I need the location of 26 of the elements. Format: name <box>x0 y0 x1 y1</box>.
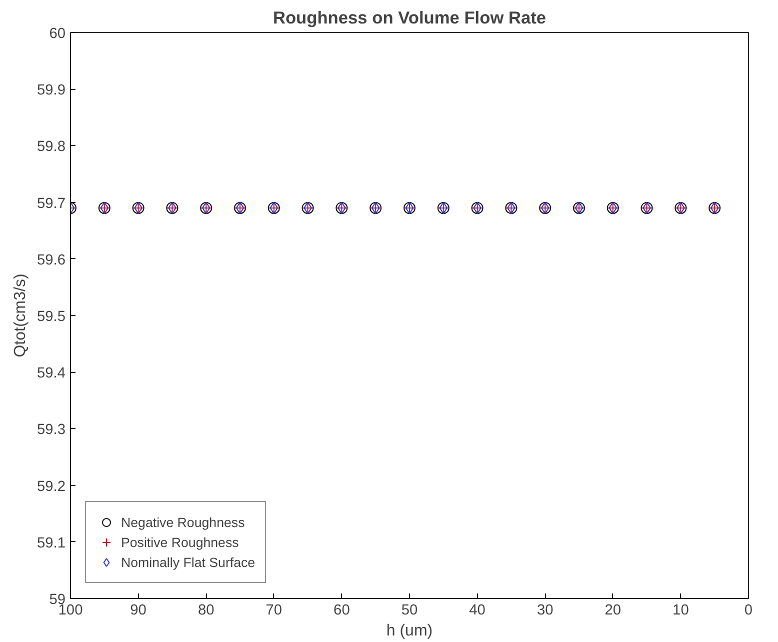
y-tick-label: 59.3 <box>36 422 66 438</box>
y-axis-title: Qtot(cm3/s) <box>12 274 29 358</box>
y-tick-label: 60 <box>49 26 66 42</box>
y-tick-label: 59.6 <box>36 252 66 268</box>
x-tick-label: 30 <box>536 602 554 618</box>
y-tick-label: 59.4 <box>36 366 66 382</box>
y-tick-label: 59.7 <box>36 196 66 212</box>
chart-title: Roughness on Volume Flow Rate <box>272 8 546 28</box>
x-tick-label: 10 <box>672 602 689 618</box>
x-tick-label: 90 <box>130 602 146 618</box>
y-tick-label: 59.5 <box>36 309 66 325</box>
x-tick-label: 80 <box>198 602 214 618</box>
y-tick-label: 59.9 <box>36 82 66 99</box>
x-tick-label: 60 <box>334 602 350 618</box>
y-tick-label: 59.8 <box>36 139 66 156</box>
x-tick-label: 0 <box>744 602 753 618</box>
x-tick-label: 20 <box>604 602 622 618</box>
x-tick-label: 40 <box>469 602 486 618</box>
legend-label: Negative Roughness <box>121 514 245 530</box>
legend-label: Nominally Flat Surface <box>121 554 256 570</box>
legend-label: Positive Roughness <box>121 534 239 550</box>
x-tick-label: 50 <box>401 602 418 618</box>
x-axis-title: h (um) <box>386 622 433 640</box>
x-tick-label: 70 <box>266 602 282 618</box>
y-tick-label: 59.2 <box>36 478 66 495</box>
y-tick-label: 59.1 <box>36 535 66 552</box>
